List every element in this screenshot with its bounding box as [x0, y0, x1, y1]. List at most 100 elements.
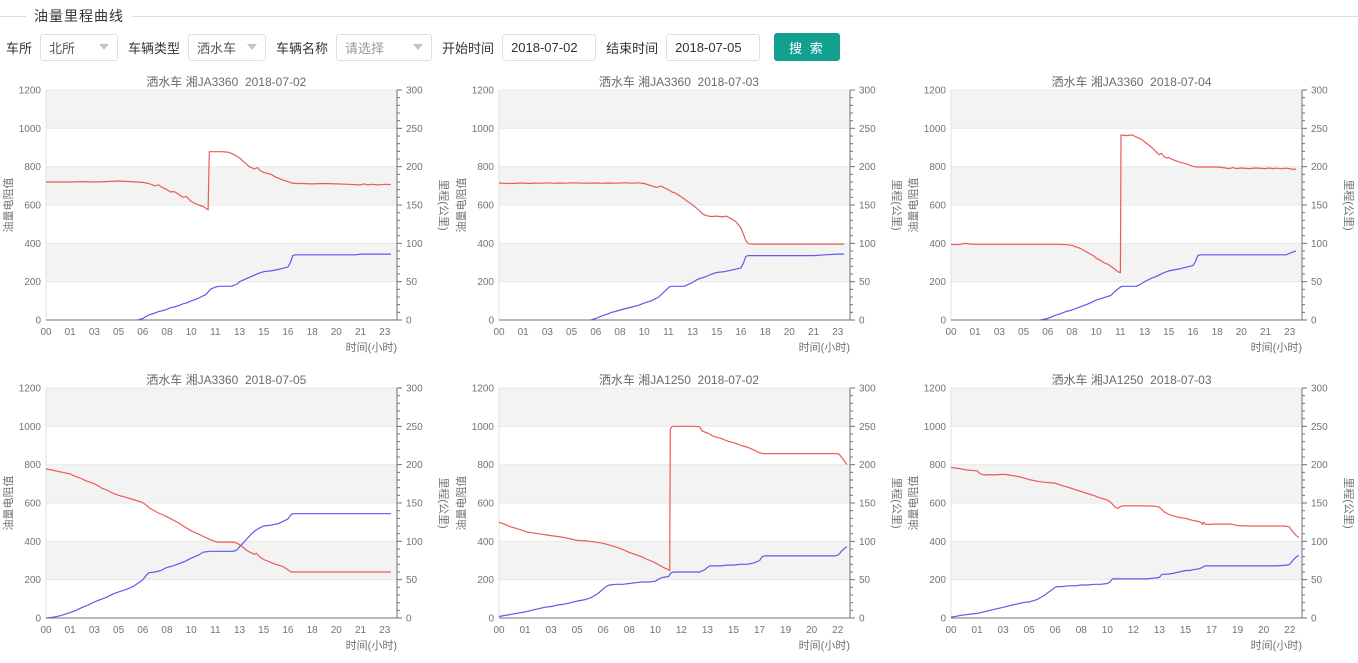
- svg-text:03: 03: [998, 625, 1010, 636]
- svg-text:100: 100: [859, 537, 876, 548]
- chart-grid: 洒水车 湘JA3360 2018-07-02 0 200 400 600 800 1000…: [0, 66, 1358, 662]
- header-rule-right: [132, 15, 1358, 17]
- svg-text:50: 50: [1311, 277, 1323, 288]
- chart-canvas[interactable]: 0200400600800100012000501001502002503000…: [905, 86, 1357, 364]
- svg-text:150: 150: [859, 201, 876, 212]
- svg-text:300: 300: [859, 384, 876, 395]
- search-button[interactable]: 搜 索: [774, 33, 840, 61]
- svg-text:600: 600: [24, 499, 41, 510]
- svg-text:1200: 1200: [924, 86, 947, 97]
- svg-text:100: 100: [406, 537, 423, 548]
- svg-text:18: 18: [759, 327, 771, 338]
- svg-text:150: 150: [406, 499, 423, 510]
- svg-text:06: 06: [590, 327, 602, 338]
- svg-text:时间(小时): 时间(小时): [1251, 639, 1302, 652]
- svg-text:10: 10: [638, 327, 650, 338]
- svg-text:400: 400: [930, 537, 947, 548]
- svg-text:18: 18: [307, 327, 319, 338]
- svg-text:01: 01: [972, 625, 984, 636]
- svg-text:03: 03: [545, 625, 557, 636]
- svg-text:19: 19: [780, 625, 792, 636]
- svg-text:00: 00: [493, 625, 505, 636]
- svg-text:06: 06: [1050, 625, 1062, 636]
- end-time-label: 结束时间: [606, 40, 659, 56]
- depot-label: 车所: [6, 40, 33, 56]
- svg-text:23: 23: [379, 625, 391, 636]
- svg-text:17: 17: [754, 625, 766, 636]
- svg-text:0: 0: [941, 614, 947, 625]
- svg-text:19: 19: [1232, 625, 1244, 636]
- svg-text:250: 250: [1311, 422, 1328, 433]
- svg-text:10: 10: [1102, 625, 1114, 636]
- svg-text:03: 03: [994, 327, 1006, 338]
- vehicle-name-select[interactable]: 请选择: [336, 33, 433, 61]
- svg-text:400: 400: [930, 239, 947, 250]
- svg-text:时间(小时): 时间(小时): [798, 341, 849, 354]
- svg-text:800: 800: [24, 162, 41, 173]
- svg-text:里程(公里): 里程(公里): [1342, 477, 1355, 528]
- svg-text:11: 11: [210, 625, 221, 636]
- svg-text:300: 300: [406, 384, 423, 395]
- svg-text:01: 01: [970, 327, 982, 338]
- svg-text:23: 23: [832, 327, 844, 338]
- svg-text:10: 10: [649, 625, 661, 636]
- svg-text:200: 200: [859, 162, 876, 173]
- svg-text:时间(小时): 时间(小时): [798, 639, 849, 652]
- chart-canvas[interactable]: 0200400600800100012000501001502002503000…: [453, 384, 905, 662]
- svg-text:06: 06: [137, 327, 149, 338]
- svg-text:10: 10: [186, 327, 198, 338]
- svg-text:05: 05: [1024, 625, 1036, 636]
- svg-text:50: 50: [859, 575, 871, 586]
- svg-text:1200: 1200: [924, 384, 947, 395]
- chart-canvas[interactable]: 0200400600800100012000501001502002503000…: [453, 86, 905, 364]
- svg-text:13: 13: [234, 327, 246, 338]
- chart-canvas[interactable]: 0200400600800100012000501001502002503000…: [0, 384, 452, 662]
- svg-text:12: 12: [1128, 625, 1140, 636]
- svg-text:0: 0: [35, 614, 41, 625]
- chart-title: 洒水车 湘JA3360 2018-07-05: [146, 373, 307, 387]
- svg-text:06: 06: [597, 625, 609, 636]
- svg-text:03: 03: [89, 625, 101, 636]
- svg-text:00: 00: [946, 625, 958, 636]
- svg-text:250: 250: [1311, 124, 1328, 135]
- chevron-down-icon: [413, 44, 424, 50]
- end-date-input[interactable]: [666, 33, 761, 61]
- svg-text:10: 10: [186, 625, 198, 636]
- svg-text:16: 16: [282, 625, 294, 636]
- svg-text:11: 11: [210, 327, 221, 338]
- svg-text:00: 00: [40, 625, 52, 636]
- chart-cell: 洒水车 湘JA3360 2018-07-03 0 200 400 600 800 1000…: [453, 66, 906, 364]
- svg-text:400: 400: [24, 537, 41, 548]
- depot-select[interactable]: 北所: [40, 33, 119, 61]
- svg-text:1200: 1200: [471, 86, 494, 97]
- depot-select-value: 北所: [49, 40, 76, 56]
- svg-text:400: 400: [24, 239, 41, 250]
- svg-text:16: 16: [1188, 327, 1200, 338]
- vehicle-type-select-value: 洒水车: [197, 40, 237, 56]
- svg-text:150: 150: [1311, 201, 1328, 212]
- svg-text:250: 250: [406, 422, 423, 433]
- vehicle-type-label: 车辆类型: [128, 40, 181, 56]
- svg-text:08: 08: [623, 625, 635, 636]
- svg-text:50: 50: [406, 575, 418, 586]
- svg-text:里程(公里): 里程(公里): [890, 179, 903, 230]
- vehicle-type-select[interactable]: 洒水车: [188, 33, 267, 61]
- svg-text:20: 20: [783, 327, 795, 338]
- svg-text:13: 13: [1139, 327, 1151, 338]
- svg-text:里程(公里): 里程(公里): [890, 477, 903, 528]
- chart-cell: 洒水车 湘JA1250 2018-07-03 0 200 400 600 800 1000…: [905, 364, 1358, 662]
- svg-text:1000: 1000: [19, 124, 42, 135]
- svg-text:800: 800: [24, 460, 41, 471]
- svg-text:200: 200: [859, 460, 876, 471]
- svg-text:08: 08: [1067, 327, 1079, 338]
- chart-canvas[interactable]: 0200400600800100012000501001502002503000…: [0, 86, 452, 364]
- svg-text:08: 08: [614, 327, 626, 338]
- chart-canvas[interactable]: 0200400600800100012000501001502002503000…: [905, 384, 1357, 662]
- svg-text:15: 15: [258, 625, 270, 636]
- svg-text:800: 800: [477, 162, 494, 173]
- svg-text:00: 00: [40, 327, 52, 338]
- svg-text:18: 18: [1212, 327, 1224, 338]
- start-date-input[interactable]: [502, 33, 597, 61]
- svg-text:20: 20: [1236, 327, 1248, 338]
- svg-text:里程(公里): 里程(公里): [437, 477, 450, 528]
